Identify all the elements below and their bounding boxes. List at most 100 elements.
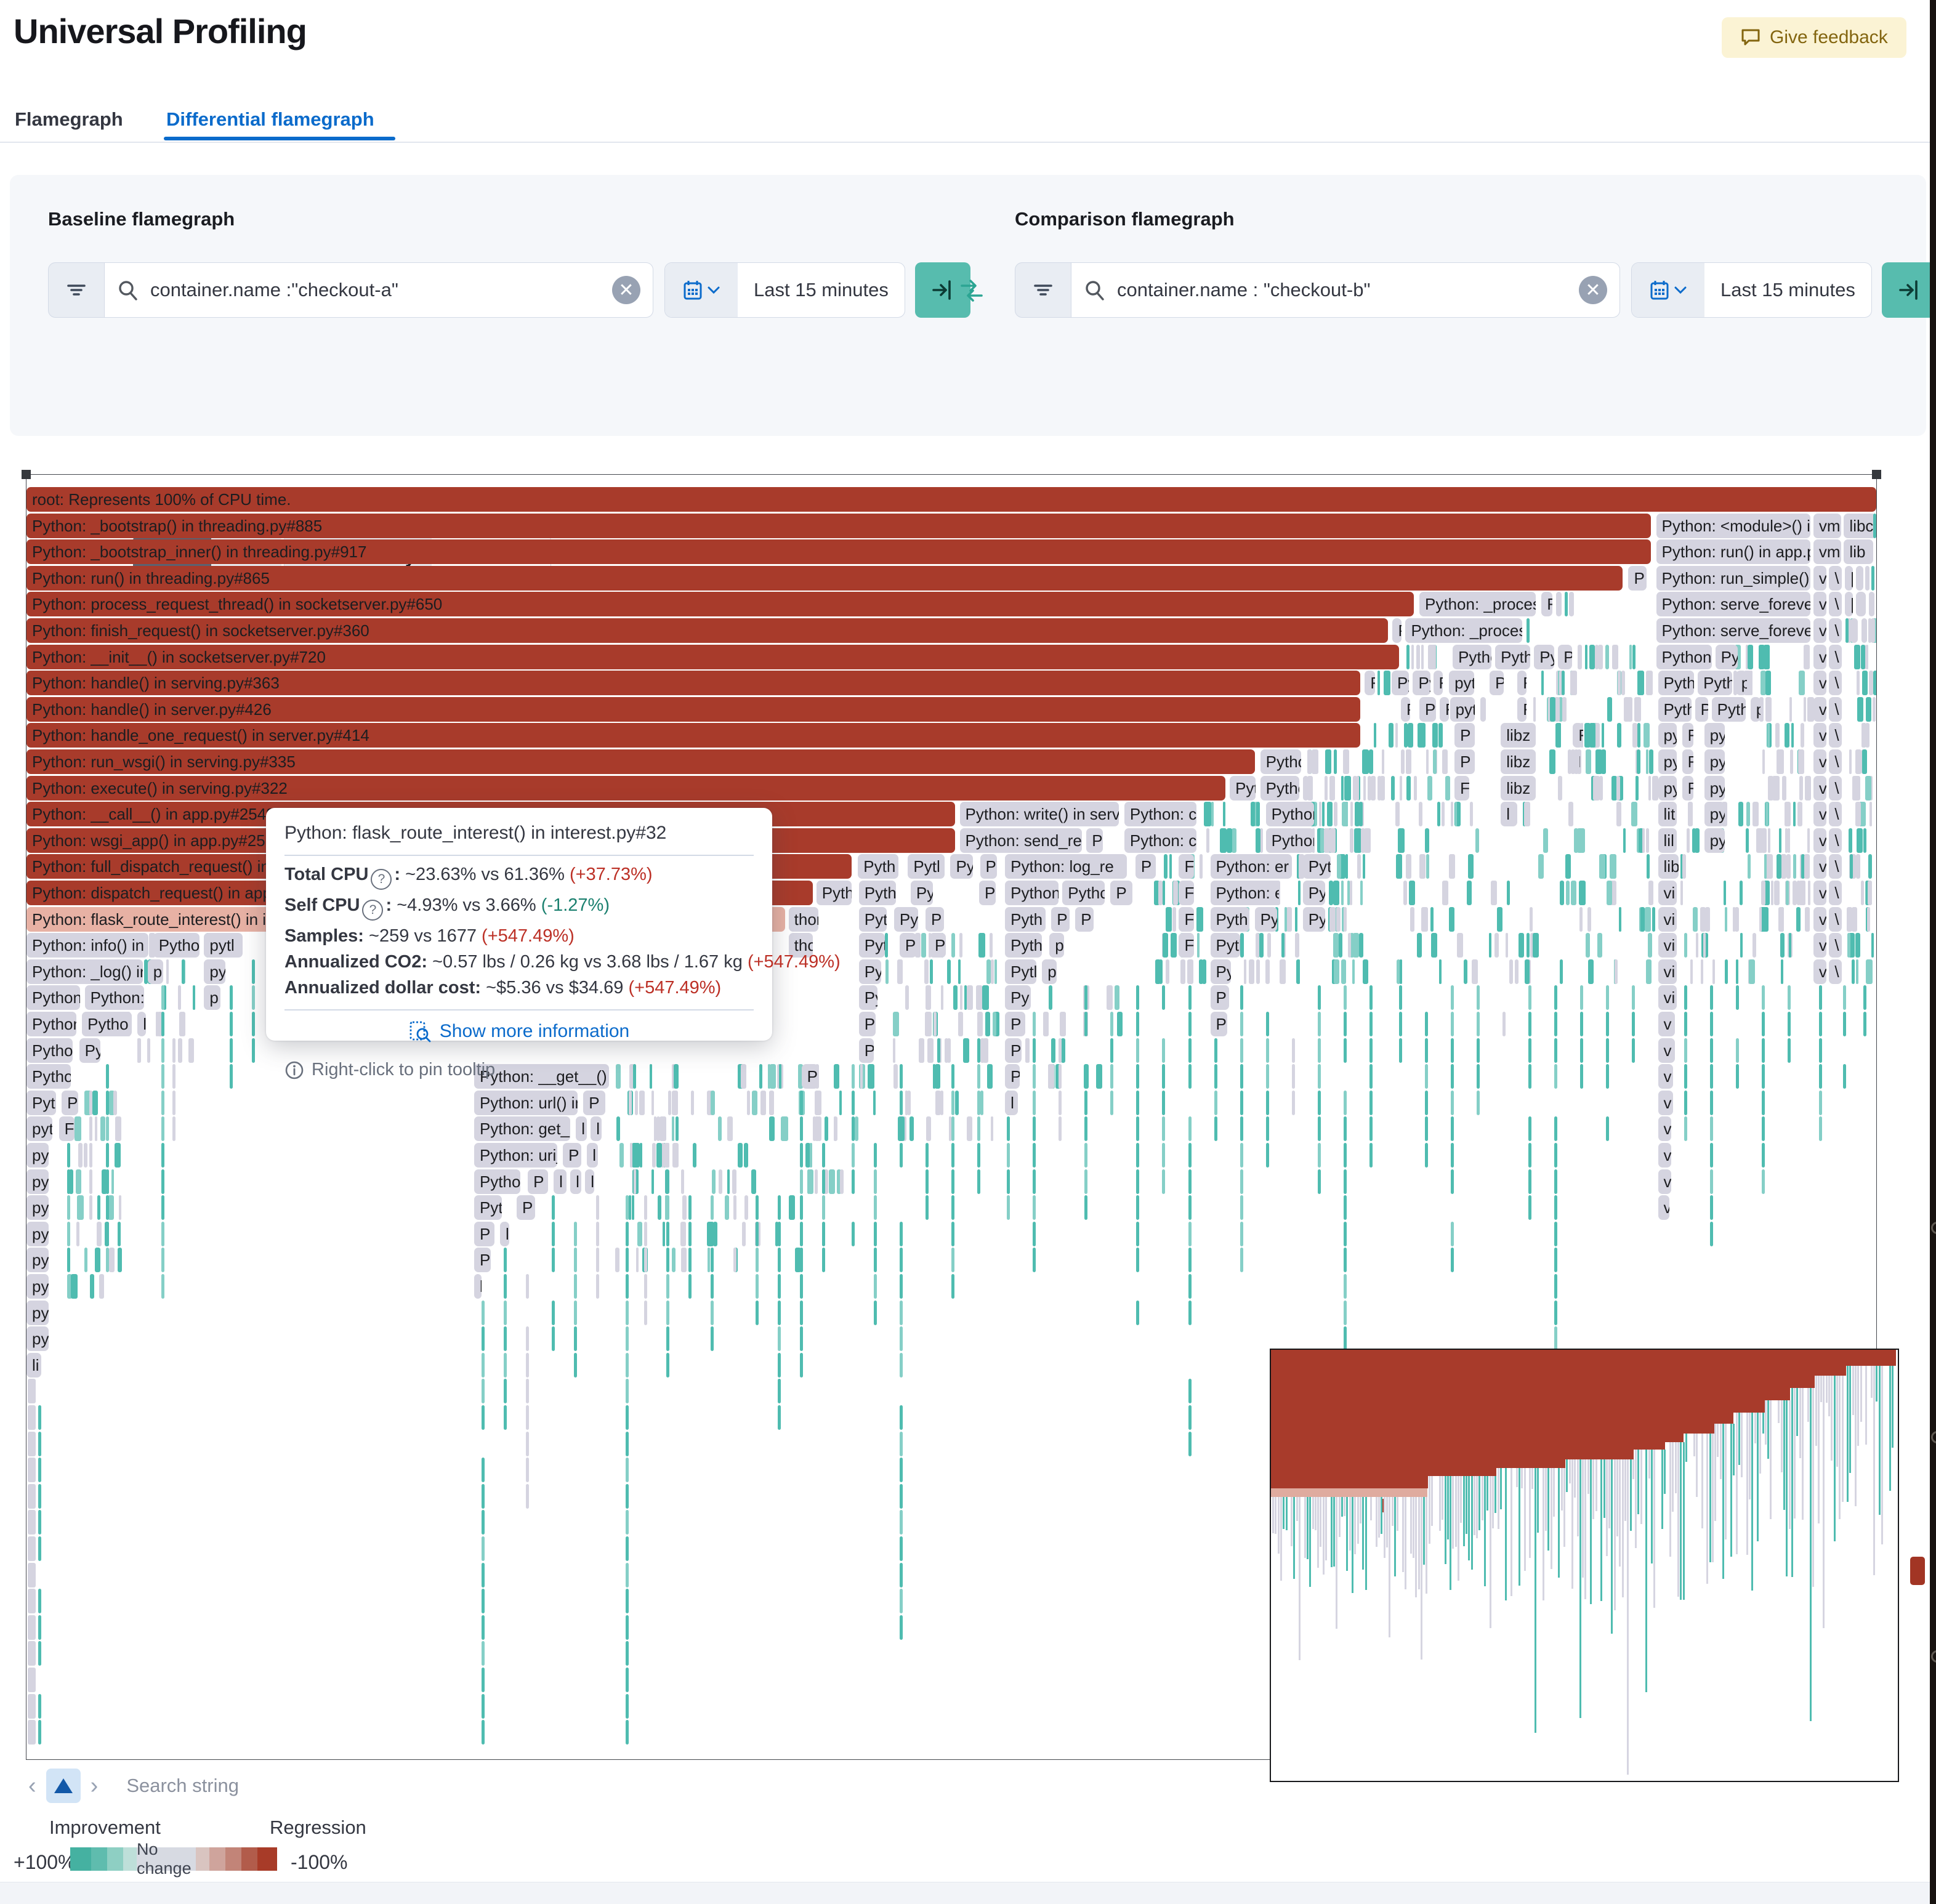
flame-sliver[interactable] bbox=[1084, 985, 1088, 1010]
flame-sliver[interactable] bbox=[706, 1090, 714, 1115]
flame-sliver[interactable] bbox=[1188, 1274, 1192, 1299]
flame-sliver[interactable] bbox=[1784, 723, 1789, 748]
flame-sliver[interactable] bbox=[1416, 933, 1422, 958]
flame-sliver[interactable] bbox=[1762, 906, 1769, 932]
flame-sliver[interactable] bbox=[1084, 1195, 1088, 1220]
flame-sliver[interactable] bbox=[1136, 1221, 1140, 1246]
flame-sliver[interactable] bbox=[1307, 749, 1312, 774]
flame-sliver[interactable] bbox=[28, 1536, 36, 1561]
flame-frame[interactable]: Pytl bbox=[1210, 933, 1240, 958]
flame-sliver[interactable] bbox=[1528, 1038, 1532, 1063]
flame-sliver[interactable] bbox=[1451, 1169, 1454, 1194]
flame-sliver[interactable] bbox=[1214, 1116, 1217, 1142]
flame-sliver[interactable] bbox=[96, 1221, 102, 1246]
flame-sliver[interactable] bbox=[1341, 959, 1347, 984]
flame-sliver[interactable] bbox=[626, 1300, 629, 1325]
flame-sliver[interactable] bbox=[1202, 959, 1207, 984]
flame-sliver[interactable] bbox=[656, 1143, 663, 1168]
flame-sliver[interactable] bbox=[230, 1012, 233, 1036]
flame-sliver[interactable] bbox=[839, 1090, 842, 1115]
flame-sliver[interactable] bbox=[626, 1248, 629, 1273]
flame-sliver[interactable] bbox=[38, 1693, 41, 1719]
flame-frame[interactable]: Python bbox=[1265, 828, 1314, 853]
flame-sliver[interactable] bbox=[1780, 933, 1785, 958]
flame-sliver[interactable] bbox=[1709, 1221, 1713, 1246]
flame-sliver[interactable] bbox=[1787, 985, 1791, 1010]
flame-sliver[interactable] bbox=[1432, 749, 1437, 774]
flame-sliver[interactable] bbox=[1632, 1038, 1636, 1063]
flame-frame[interactable]: v bbox=[1658, 1038, 1675, 1063]
flame-sliver[interactable] bbox=[637, 1221, 643, 1246]
flame-sliver[interactable] bbox=[1176, 881, 1180, 905]
flame-sliver[interactable] bbox=[626, 1720, 629, 1745]
flame-sliver[interactable] bbox=[67, 1274, 73, 1299]
flame-sliver[interactable] bbox=[639, 1090, 645, 1115]
flame-sliver[interactable] bbox=[1464, 959, 1468, 984]
flame-sliver[interactable] bbox=[161, 1274, 165, 1299]
flame-frame[interactable]: P bbox=[1695, 696, 1708, 722]
flame-sliver[interactable] bbox=[740, 1064, 746, 1089]
flame-sliver[interactable] bbox=[147, 1038, 150, 1063]
flame-sliver[interactable] bbox=[596, 1221, 600, 1246]
flame-sliver[interactable] bbox=[1055, 1064, 1062, 1089]
flame-sliver[interactable] bbox=[674, 1064, 679, 1089]
flame-frame[interactable]: v bbox=[1813, 775, 1826, 801]
flame-sliver[interactable] bbox=[1866, 881, 1869, 905]
flame-frame[interactable]: Pyth bbox=[1005, 933, 1043, 958]
flame-sliver[interactable] bbox=[626, 1562, 629, 1587]
flame-sliver[interactable] bbox=[1154, 881, 1160, 905]
flame-sliver[interactable] bbox=[932, 1064, 935, 1089]
flame-frame[interactable]: l bbox=[570, 1169, 582, 1194]
flame-sliver[interactable] bbox=[851, 1116, 855, 1142]
flame-sliver[interactable] bbox=[1116, 1012, 1123, 1036]
flame-sliver[interactable] bbox=[552, 1326, 555, 1352]
flame-sliver[interactable] bbox=[552, 1221, 555, 1246]
flame-sliver[interactable] bbox=[1164, 854, 1168, 879]
flame-sliver[interactable] bbox=[640, 1143, 643, 1168]
flame-frame[interactable]: P bbox=[1051, 906, 1070, 932]
flame-sliver[interactable] bbox=[157, 1012, 164, 1036]
flame-sliver[interactable] bbox=[1033, 1169, 1036, 1194]
flame-sliver[interactable] bbox=[1307, 775, 1313, 801]
flame-sliver[interactable] bbox=[1585, 933, 1590, 958]
flame-sliver[interactable] bbox=[1299, 854, 1304, 879]
flame-frame[interactable]: v bbox=[1658, 1012, 1675, 1036]
flame-sliver[interactable] bbox=[951, 1116, 954, 1142]
flame-sliver[interactable] bbox=[83, 1143, 87, 1168]
flame-sliver[interactable] bbox=[1616, 775, 1621, 801]
flame-sliver[interactable] bbox=[1255, 828, 1261, 853]
flame-sliver[interactable] bbox=[1803, 696, 1806, 722]
next-match-icon[interactable]: › bbox=[90, 1773, 99, 1799]
flame-sliver[interactable] bbox=[770, 1064, 776, 1089]
flame-sliver[interactable] bbox=[1532, 933, 1538, 958]
flame-sliver[interactable] bbox=[1807, 828, 1810, 853]
flame-sliver[interactable] bbox=[959, 985, 962, 1010]
flame-sliver[interactable] bbox=[1136, 1143, 1140, 1168]
flame-sliver[interactable] bbox=[1752, 933, 1756, 958]
flame-frame[interactable]: \ bbox=[1829, 592, 1842, 617]
flame-sliver[interactable] bbox=[1403, 723, 1408, 748]
flame-sliver[interactable] bbox=[1220, 828, 1227, 853]
flame-frame[interactable]: Python bbox=[1658, 696, 1692, 722]
flame-sliver[interactable] bbox=[1533, 696, 1536, 722]
flame-sliver[interactable] bbox=[644, 1248, 648, 1273]
flame-sliver[interactable] bbox=[659, 1116, 666, 1142]
flame-sliver[interactable] bbox=[1442, 881, 1448, 905]
flame-sliver[interactable] bbox=[1842, 985, 1846, 1010]
flame-sliver[interactable] bbox=[1530, 906, 1533, 932]
flame-sliver[interactable] bbox=[905, 985, 909, 1010]
flame-sliver[interactable] bbox=[1203, 802, 1211, 827]
flame-sliver[interactable] bbox=[1427, 775, 1433, 801]
flame-sliver[interactable] bbox=[1538, 854, 1544, 879]
flame-frame[interactable]: P bbox=[1400, 696, 1410, 722]
flame-frame[interactable]: py bbox=[26, 1326, 49, 1352]
flame-sliver[interactable] bbox=[868, 1064, 874, 1089]
flame-sliver[interactable] bbox=[1329, 881, 1334, 905]
flame-sliver[interactable] bbox=[1855, 565, 1863, 591]
flame-frame[interactable]: | bbox=[1844, 592, 1853, 617]
flame-sliver[interactable] bbox=[1327, 802, 1333, 827]
flame-sliver[interactable] bbox=[1595, 749, 1602, 774]
flame-sliver[interactable] bbox=[1687, 828, 1690, 853]
flame-sliver[interactable] bbox=[1701, 959, 1704, 984]
flame-sliver[interactable] bbox=[1616, 802, 1621, 827]
